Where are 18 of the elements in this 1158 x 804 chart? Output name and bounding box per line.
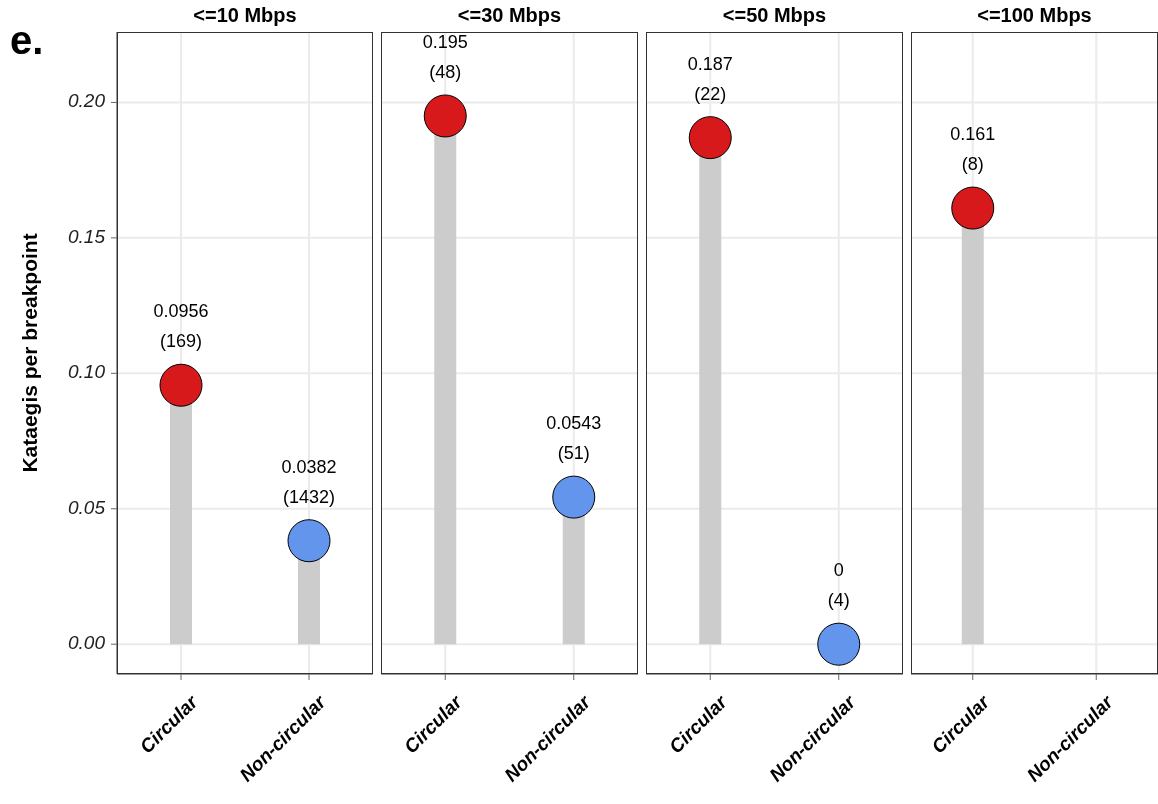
y-axis-title: Kataegis per breakpoint [18,233,42,473]
data-label: 0.0382 (1432) [281,456,337,507]
chart-title: <=100 Mbps [976,3,1093,27]
chart-title: <=10 Mbps [192,3,298,27]
text: e. [10,18,44,62]
y-tick-label: 0.00 [68,632,106,654]
y-tick-label: 0.15 [68,225,106,247]
data-label: 0.187 (22) [687,53,733,104]
chart-title: <=50 Mbps [721,3,828,27]
data-label: 0.161 (8) [950,124,996,175]
y-tick-label: 0.05 [68,496,106,518]
data-label: 0.0543 (51) [546,413,602,464]
y-tick-label: 0.20 [68,90,106,112]
chart-title: <=30 Mbps [456,3,563,27]
y-tick-label: 0.10 [68,361,106,383]
data-label: 0.195 (48) [422,31,468,82]
data-label: 0.0956 (169) [153,301,209,352]
data-label: 0 (4) [827,560,850,611]
